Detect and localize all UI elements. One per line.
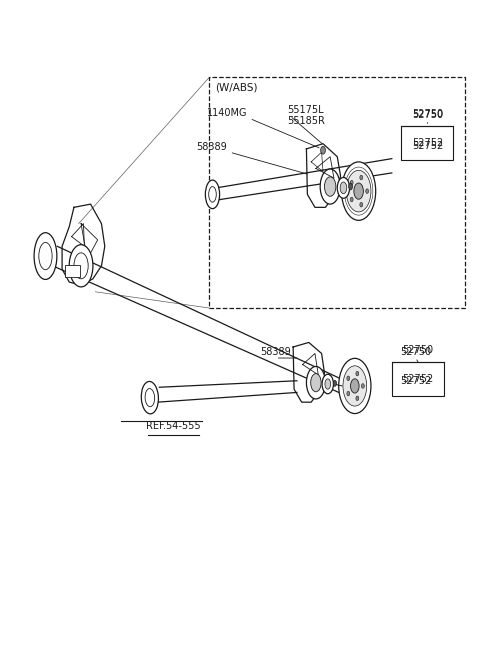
Ellipse shape	[361, 384, 364, 388]
Text: 52750: 52750	[412, 109, 443, 119]
Text: 1140MG: 1140MG	[206, 108, 247, 118]
Bar	[401, 126, 454, 160]
Text: 58389: 58389	[260, 347, 291, 357]
Bar	[392, 362, 444, 396]
Text: 52750: 52750	[412, 109, 443, 120]
Ellipse shape	[306, 366, 325, 399]
Ellipse shape	[69, 245, 93, 287]
Ellipse shape	[350, 180, 353, 185]
Ellipse shape	[354, 183, 363, 199]
Ellipse shape	[340, 182, 347, 194]
Ellipse shape	[350, 379, 359, 393]
Ellipse shape	[350, 197, 353, 202]
Text: 52750: 52750	[400, 347, 431, 357]
Ellipse shape	[205, 180, 219, 209]
Ellipse shape	[333, 381, 336, 386]
Text: 52752: 52752	[402, 374, 433, 384]
Text: 52752: 52752	[412, 141, 443, 151]
Text: 52750: 52750	[402, 345, 433, 356]
Ellipse shape	[366, 189, 369, 193]
Text: (W/ABS): (W/ABS)	[216, 83, 258, 92]
Ellipse shape	[325, 379, 331, 389]
Ellipse shape	[343, 365, 367, 406]
Ellipse shape	[356, 396, 359, 401]
Text: REF.54-555: REF.54-555	[146, 421, 201, 431]
Ellipse shape	[360, 202, 363, 207]
Ellipse shape	[320, 169, 340, 204]
Ellipse shape	[321, 146, 325, 154]
Text: 55175L: 55175L	[288, 105, 324, 115]
Ellipse shape	[209, 187, 216, 202]
Ellipse shape	[339, 358, 371, 413]
Ellipse shape	[141, 381, 158, 414]
Ellipse shape	[347, 391, 350, 396]
Bar	[65, 265, 80, 277]
Ellipse shape	[342, 162, 376, 220]
Text: 58389: 58389	[196, 142, 227, 152]
Ellipse shape	[337, 178, 349, 198]
Text: 52752: 52752	[412, 138, 443, 148]
Ellipse shape	[356, 371, 359, 376]
Ellipse shape	[346, 170, 371, 212]
Ellipse shape	[34, 233, 57, 280]
Ellipse shape	[348, 183, 352, 190]
Ellipse shape	[347, 376, 350, 381]
Ellipse shape	[74, 253, 88, 279]
Ellipse shape	[145, 388, 155, 407]
Ellipse shape	[311, 373, 321, 392]
Ellipse shape	[322, 374, 334, 394]
Text: 52752: 52752	[400, 376, 431, 386]
Ellipse shape	[39, 242, 52, 270]
Text: 55185R: 55185R	[288, 116, 325, 126]
Ellipse shape	[360, 176, 363, 180]
Ellipse shape	[324, 177, 336, 196]
